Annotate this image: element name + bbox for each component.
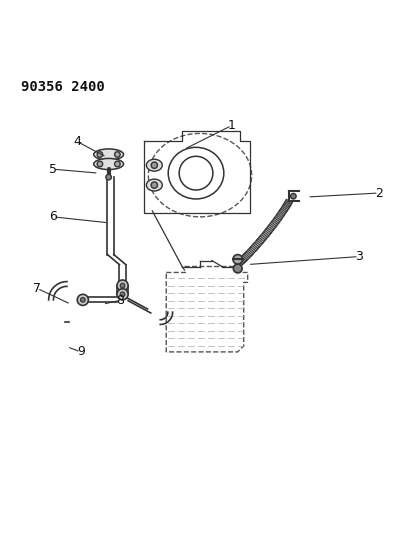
Text: 2: 2: [375, 187, 383, 199]
Circle shape: [120, 292, 125, 297]
Circle shape: [114, 152, 120, 157]
Ellipse shape: [146, 179, 162, 191]
Text: 5: 5: [49, 163, 57, 176]
Ellipse shape: [94, 158, 124, 169]
Text: 7: 7: [33, 282, 41, 295]
Circle shape: [106, 174, 112, 180]
Text: 9: 9: [77, 345, 85, 358]
Circle shape: [97, 152, 103, 157]
Circle shape: [151, 162, 158, 168]
Text: 6: 6: [49, 211, 57, 223]
Circle shape: [120, 283, 125, 288]
Text: 8: 8: [116, 294, 124, 307]
Circle shape: [117, 280, 128, 291]
Circle shape: [97, 161, 103, 167]
Circle shape: [114, 161, 120, 167]
Text: 4: 4: [73, 135, 81, 148]
Circle shape: [77, 294, 88, 305]
Circle shape: [151, 182, 158, 188]
Text: 3: 3: [355, 250, 363, 263]
Circle shape: [117, 289, 128, 300]
Text: 1: 1: [228, 119, 236, 132]
Text: 90356 2400: 90356 2400: [21, 80, 105, 94]
Ellipse shape: [94, 149, 124, 160]
Circle shape: [80, 297, 85, 302]
Circle shape: [233, 264, 242, 273]
Circle shape: [290, 193, 296, 199]
Circle shape: [233, 255, 242, 264]
Ellipse shape: [146, 159, 162, 171]
